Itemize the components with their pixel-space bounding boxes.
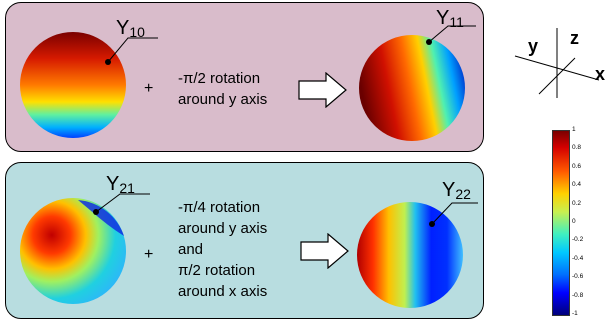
plus-top: + [144, 80, 154, 97]
plus-bottom: + [144, 246, 154, 263]
label-y21: Y21 [106, 173, 135, 196]
colorbar-tick-label: 1 [572, 126, 576, 133]
colorbar-tick-label: -0.6 [572, 273, 584, 281]
arrow-right-icon [298, 72, 347, 108]
axis-label-y: y [528, 36, 539, 56]
axis-label-z: z [570, 28, 579, 48]
label-y22: Y22 [442, 179, 471, 202]
colorbar-tick-label: 0 [572, 218, 576, 225]
colorbar-tick-label: 0.4 [572, 181, 582, 189]
colorbar-tick-label: -1 [572, 310, 578, 317]
arrow-right-icon [300, 233, 349, 269]
colorbar-tick-label: 0.6 [572, 162, 582, 170]
operation-bottom: -π/4 rotation around y axis and π/2 rota… [178, 199, 268, 300]
operation-top: -π/2 rotation around y axis [178, 70, 268, 108]
label-y10: Y10 [116, 17, 145, 40]
colorbar-tick-label: 0.8 [572, 144, 582, 152]
colorbar [552, 130, 570, 316]
colorbar-tick-label: -0.4 [572, 254, 584, 262]
colorbar-tick-label: -0.2 [572, 236, 584, 244]
coordinate-axes [514, 28, 600, 98]
colorbar-tick-label: -0.8 [572, 291, 584, 299]
label-y11: Y11 [436, 7, 464, 30]
colorbar-tick-label: 0.2 [572, 199, 582, 207]
axis-label-x: x [595, 64, 606, 84]
